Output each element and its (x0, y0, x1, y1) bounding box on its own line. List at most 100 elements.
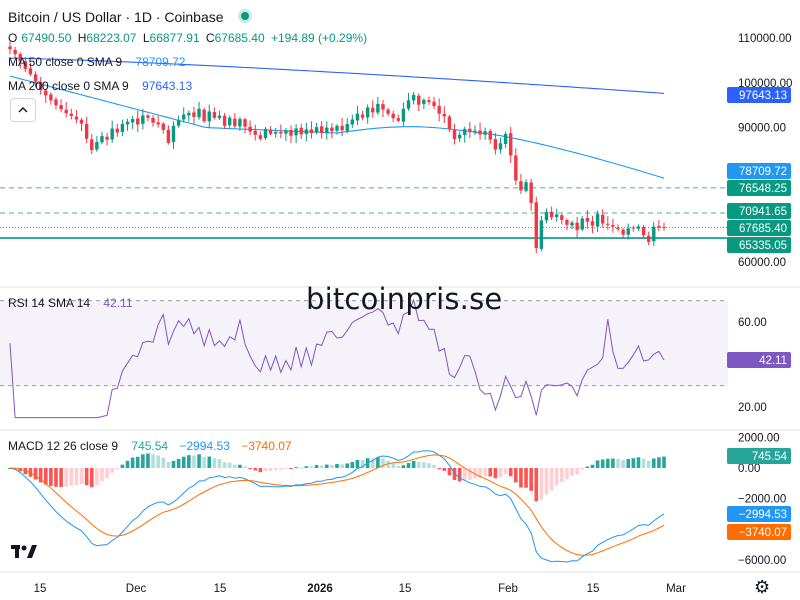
candle (258, 135, 263, 139)
macd-histogram-bar (498, 468, 503, 478)
candle (171, 125, 176, 142)
candle (23, 61, 28, 69)
macd-line-value: −2994.53 (179, 439, 230, 453)
candle (463, 128, 467, 136)
macd-histogram-bar (238, 464, 242, 468)
macd-axis-label: −2000.00 (738, 494, 786, 506)
macd-histogram-bar (263, 468, 268, 471)
macd-histogram-bar (253, 468, 258, 471)
macd-histogram-bar (79, 468, 84, 484)
macd-histogram-bar (621, 459, 625, 468)
rsi-legend[interactable]: RSI 14 SMA 14 42.11 (8, 296, 137, 310)
candle (161, 123, 165, 130)
macd-histogram-bar (192, 455, 196, 468)
macd-histogram-bar (222, 462, 227, 468)
candle (268, 129, 273, 134)
candle (539, 220, 544, 249)
price-tag: 97643.13 (739, 90, 787, 102)
macd-histogram-bar (319, 465, 324, 468)
candle (606, 223, 610, 225)
macd-histogram-bar (560, 468, 564, 482)
macd-histogram-bar (202, 456, 206, 468)
candle (422, 99, 426, 105)
macd-histogram-bar (662, 456, 666, 468)
candle (585, 217, 590, 222)
macd-tag: 745.54 (752, 451, 788, 463)
candle (544, 211, 549, 221)
candle (616, 227, 620, 230)
ma200-legend[interactable]: MA 200 close 0 SMA 9 97643.13 (8, 79, 196, 93)
candle (141, 115, 145, 124)
macd-histogram-bar (335, 463, 339, 468)
macd-legend[interactable]: MACD 12 26 close 9 745.54 −2994.53 −3740… (8, 439, 296, 453)
candle (452, 130, 457, 140)
symbol-title-text: Bitcoin / US Dollar · 1D · Coinbase (8, 9, 224, 25)
macd-axis-label: −6000.00 (738, 555, 786, 567)
collapse-legend-button[interactable] (10, 98, 36, 122)
macd-histogram-bar (549, 468, 554, 491)
macd-histogram-bar (299, 467, 304, 469)
macd-histogram-bar (278, 468, 283, 470)
macd-histogram-bar (84, 468, 89, 486)
candle (263, 128, 268, 139)
macd-histogram-bar (141, 454, 145, 468)
price-tag-bg (727, 180, 791, 196)
macd-histogram-bar (115, 468, 120, 470)
macd-histogram-bar (135, 456, 140, 468)
candle (253, 130, 257, 135)
ohlc-h-label: H (77, 31, 87, 45)
candle (534, 202, 538, 249)
candle (130, 119, 135, 123)
ohlc-c-value: 67685.40 (214, 31, 265, 45)
macd-histogram-bar (437, 468, 441, 469)
ma50-legend[interactable]: MA 50 close 0 SMA 9 78709.72 (8, 55, 189, 69)
candle (590, 221, 595, 226)
macd-histogram-bar (422, 462, 426, 468)
macd-histogram-bar (544, 468, 549, 495)
candle (340, 125, 344, 131)
macd-tag: −3740.07 (739, 527, 787, 539)
macd-histogram-bar (181, 456, 186, 468)
candle (33, 74, 38, 82)
candle (411, 94, 416, 101)
candle (217, 115, 222, 119)
candle (38, 82, 43, 90)
macd-histogram-bar (524, 468, 528, 488)
candle (49, 94, 53, 101)
macd-histogram-bar (49, 468, 53, 486)
macd-histogram-bar (376, 457, 380, 468)
tradingview-logo[interactable] (10, 540, 40, 562)
macd-histogram-bar (534, 468, 539, 502)
candle (125, 121, 130, 125)
candle (314, 127, 319, 133)
macd-histogram-bar (166, 461, 171, 468)
candle (437, 105, 441, 114)
macd-histogram-bar (197, 454, 201, 468)
price-tag: 67685.40 (739, 223, 787, 235)
candle (646, 235, 651, 242)
candle (166, 129, 171, 143)
candle (457, 134, 462, 139)
macd-histogram-bar (100, 468, 104, 482)
macd-histogram-bar (646, 460, 651, 468)
macd-histogram-bar (294, 467, 298, 469)
macd-histogram-bar (273, 468, 278, 471)
ohlc-c-label: C (205, 31, 215, 45)
ma50-label: MA 50 close 0 SMA 9 (8, 55, 123, 69)
macd-histogram-bar (360, 460, 365, 468)
candle (519, 181, 523, 191)
macd-histogram-bar (595, 460, 600, 468)
macd-histogram-bar (350, 461, 355, 468)
gear-icon[interactable]: ⚙ (754, 577, 771, 597)
candle (64, 109, 68, 114)
candle (69, 113, 74, 116)
candle (478, 130, 482, 135)
market-status-icon (241, 12, 250, 20)
macd-histogram-bar (447, 468, 452, 476)
rsi-label: RSI 14 SMA 14 (8, 296, 91, 310)
price-axis-label: 90000.00 (738, 123, 786, 135)
macd-histogram-bar (212, 458, 217, 468)
candle (365, 107, 370, 118)
